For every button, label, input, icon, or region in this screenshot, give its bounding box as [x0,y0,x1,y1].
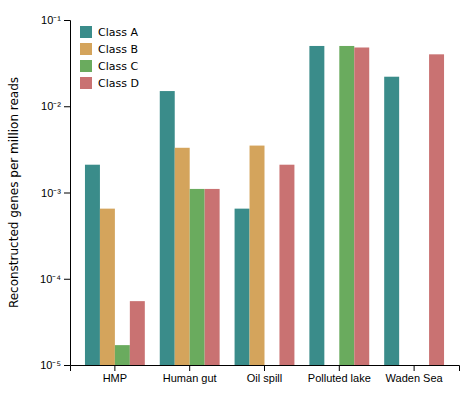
x-tick-mark [189,365,190,371]
bar [190,189,205,365]
y-tick-label: 10⁻³ [41,187,61,199]
plot: HMP Human gut Oil spill Polluted lake Waden … [40,14,459,384]
bar [130,301,145,365]
y-tick-label: 10⁻⁴ [40,273,61,285]
y-tick-mark [64,365,70,366]
legend-item: Class B [80,43,138,56]
bar [279,165,294,365]
x-tick-label: Waden Sea [386,372,444,384]
x-tick-label: Oil spill [247,372,282,384]
bar [115,345,130,365]
y-tick: 10⁻² [41,100,70,112]
x-tick-mark [339,365,340,371]
x-tick-mark [114,365,115,371]
legend-label: Class C [98,60,138,73]
y-tick-label: 10⁻⁵ [40,359,61,371]
y-axis-title: Reconstructed genes per million reads [7,77,21,308]
bar [339,46,354,365]
x-tick: Polluted lake [308,365,371,384]
legend-swatch [80,43,92,55]
bar [175,148,190,365]
bar [100,209,115,365]
legend-item: Class A [80,26,138,39]
x-tick: Oil spill [247,365,282,384]
y-tick-mark [64,20,70,21]
legend-label: Class A [98,26,138,39]
y-tick-label: 10⁻² [41,100,61,112]
x-tick: Human gut [163,365,217,384]
y-tick: 10⁻¹ [41,14,70,26]
legend-swatch [80,60,92,72]
legend-label: Class D [98,77,139,90]
legend-swatch [80,26,92,38]
y-tick: 10⁻⁴ [40,273,70,285]
y-axis: 10⁻⁵ 10⁻⁴ 10⁻³ 10⁻² 10⁻¹ [40,14,70,371]
x-tick-mark [414,365,415,371]
x-tick: Waden Sea [386,365,444,384]
y-tick-mark [64,106,70,107]
x-tick-label: Human gut [163,372,217,384]
x-tick-label: HMP [103,372,127,384]
y-tick-mark [64,193,70,194]
bar [160,91,175,365]
bar [384,77,399,365]
y-axis-line [64,21,71,366]
bars [85,46,444,365]
chart: HMP Human gut Oil spill Polluted lake Waden … [0,0,474,405]
x-tick-mark [264,365,265,371]
x-axis: HMP Human gut Oil spill Polluted lake Waden … [71,365,460,384]
bar [205,189,220,365]
bar [250,146,265,365]
bar [309,46,324,365]
legend-item: Class C [80,60,138,73]
y-tick-label: 10⁻¹ [41,14,61,26]
legend-label: Class B [98,43,138,56]
bar [354,47,369,365]
y-tick-mark [64,279,70,280]
bar [235,209,250,365]
x-tick: HMP [103,365,127,384]
legend-swatch [80,77,92,89]
bar [429,54,444,365]
y-tick: 10⁻³ [41,187,70,199]
y-tick: 10⁻⁵ [40,359,70,371]
legend: Class A Class B Class C Class D [80,26,139,90]
x-tick-label: Polluted lake [308,372,371,384]
legend-item: Class D [80,77,139,90]
bar [85,165,100,365]
x-axis-line [71,366,460,372]
